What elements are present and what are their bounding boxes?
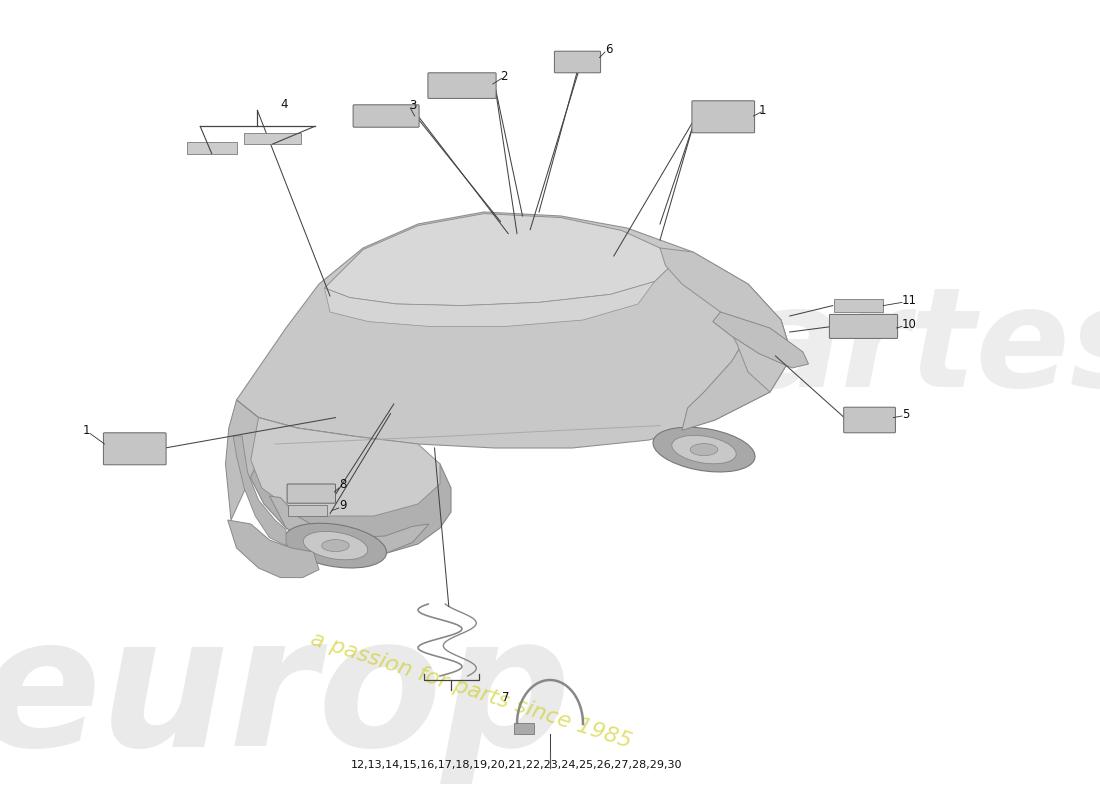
Bar — [244, 133, 301, 144]
FancyBboxPatch shape — [287, 484, 336, 503]
FancyBboxPatch shape — [353, 105, 419, 127]
Polygon shape — [660, 248, 792, 392]
Polygon shape — [233, 436, 286, 546]
Ellipse shape — [321, 540, 350, 552]
Polygon shape — [682, 284, 792, 430]
Text: europ: europ — [0, 608, 571, 784]
Ellipse shape — [691, 443, 717, 456]
Polygon shape — [713, 312, 808, 368]
Bar — [288, 505, 327, 516]
Text: 7: 7 — [503, 691, 509, 704]
Ellipse shape — [285, 523, 386, 568]
Text: 4: 4 — [280, 98, 287, 110]
Ellipse shape — [672, 435, 736, 464]
Text: 10: 10 — [902, 318, 917, 330]
Polygon shape — [251, 418, 440, 516]
Polygon shape — [324, 282, 654, 326]
Ellipse shape — [304, 531, 367, 560]
Text: a passion for parts since 1985: a passion for parts since 1985 — [308, 629, 634, 752]
Bar — [834, 299, 883, 312]
Ellipse shape — [653, 427, 755, 472]
Polygon shape — [324, 214, 671, 306]
Text: 5: 5 — [902, 408, 910, 421]
FancyBboxPatch shape — [554, 51, 601, 73]
Text: 9: 9 — [339, 499, 346, 512]
Polygon shape — [236, 212, 792, 448]
Bar — [514, 723, 534, 734]
Polygon shape — [270, 496, 429, 556]
Text: 8: 8 — [339, 478, 346, 491]
FancyBboxPatch shape — [829, 314, 898, 338]
Text: 1: 1 — [759, 104, 767, 117]
Text: 1: 1 — [82, 424, 90, 437]
FancyBboxPatch shape — [692, 101, 755, 133]
Text: 3: 3 — [409, 99, 417, 112]
Polygon shape — [236, 400, 451, 556]
Text: 2: 2 — [500, 70, 508, 82]
Text: artes: artes — [748, 281, 1100, 416]
FancyBboxPatch shape — [103, 433, 166, 465]
FancyBboxPatch shape — [428, 73, 496, 98]
Polygon shape — [226, 400, 264, 520]
Text: 6: 6 — [605, 43, 613, 56]
Text: 12,13,14,15,16,17,18,19,20,21,22,23,24,25,26,27,28,29,30: 12,13,14,15,16,17,18,19,20,21,22,23,24,2… — [351, 760, 683, 770]
FancyBboxPatch shape — [844, 407, 895, 433]
Text: 11: 11 — [902, 294, 917, 306]
Polygon shape — [228, 520, 319, 578]
Bar — [187, 142, 236, 154]
